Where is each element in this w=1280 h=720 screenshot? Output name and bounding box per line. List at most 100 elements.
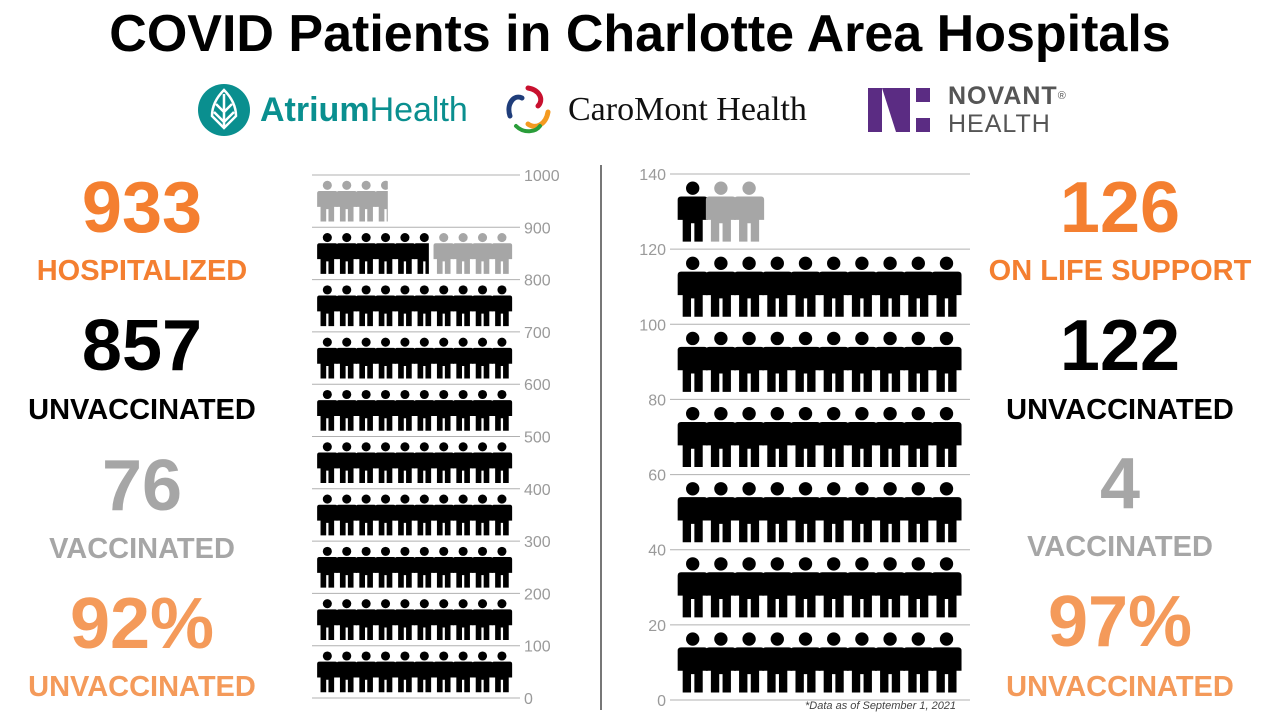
atrium-wordmark-1: Atrium bbox=[260, 90, 370, 129]
right-unvaccinated-percent-label: UNVACCINATED bbox=[1006, 671, 1234, 703]
unvaccinated-person-icon bbox=[375, 546, 396, 588]
unvaccinated-person-icon bbox=[336, 651, 357, 693]
unvaccinated-person-icon bbox=[414, 494, 435, 536]
unvaccinated-person-icon bbox=[790, 406, 821, 468]
unvaccinated-person-icon bbox=[790, 632, 821, 693]
unvaccinated-person-icon bbox=[734, 331, 765, 392]
unvaccinated-person-icon bbox=[452, 494, 474, 536]
unvaccinated-person-icon bbox=[414, 599, 435, 640]
unvaccinated-person-icon bbox=[931, 557, 962, 618]
unvaccinated-person-icon bbox=[875, 557, 906, 618]
right-unvaccinated-label: UNVACCINATED bbox=[1006, 394, 1234, 426]
y-tick-label: 100 bbox=[524, 639, 551, 656]
y-tick-label: 200 bbox=[524, 586, 551, 603]
unvaccinated-person-icon bbox=[355, 233, 377, 274]
y-tick-label: 80 bbox=[648, 392, 666, 409]
unvaccinated-person-icon bbox=[875, 482, 906, 543]
unvaccinated-person-icon bbox=[433, 337, 454, 379]
unvaccinated-person-icon bbox=[677, 557, 708, 618]
unvaccinated-person-icon bbox=[677, 406, 708, 468]
page-title: COVID Patients in Charlotte Area Hospita… bbox=[109, 5, 1171, 63]
hospitalized-pictograph: 0 100 200 300 400 500 600 700 800 900 1000 bbox=[312, 168, 560, 708]
vaccinated-person-icon bbox=[375, 180, 388, 222]
unvaccinated-person-icon bbox=[790, 256, 821, 317]
unvaccinated-person-icon bbox=[790, 482, 821, 543]
y-tick-label: 0 bbox=[524, 691, 533, 708]
unvaccinated-person-icon bbox=[931, 331, 962, 392]
unvaccinated-person-icon bbox=[394, 442, 416, 484]
unvaccinated-person-icon bbox=[317, 494, 338, 536]
novant-n-icon bbox=[868, 88, 930, 132]
unvaccinated-person-icon bbox=[846, 557, 877, 618]
unvaccinated-person-icon bbox=[491, 494, 513, 536]
unvaccinated-person-icon bbox=[433, 546, 454, 588]
unvaccinated-person-icon bbox=[846, 256, 877, 317]
unvaccinated-person-icon bbox=[818, 632, 849, 693]
unvaccinated-person-icon bbox=[818, 406, 849, 468]
caromont-wordmark: CaroMont Health bbox=[568, 91, 807, 128]
y-tick-label: 400 bbox=[524, 482, 551, 499]
hospitalized-value: 933 bbox=[81, 168, 203, 248]
unvaccinated-person-icon bbox=[317, 599, 338, 640]
unvaccinated-person-icon bbox=[846, 632, 877, 693]
unvaccinated-person-icon bbox=[317, 233, 338, 274]
unvaccinated-person-icon bbox=[762, 406, 793, 468]
caromont-health-logo: CaroMont Health bbox=[500, 80, 807, 140]
unvaccinated-person-icon bbox=[472, 546, 493, 588]
unvaccinated-person-icon bbox=[375, 651, 396, 693]
unvaccinated-person-icon bbox=[433, 285, 454, 327]
registered-mark: ® bbox=[1057, 89, 1066, 102]
unvaccinated-person-icon bbox=[472, 442, 493, 484]
vaccinated-person-icon bbox=[734, 181, 765, 242]
unvaccinated-person-icon bbox=[394, 651, 416, 693]
unvaccinated-person-icon bbox=[336, 546, 357, 588]
unvaccinated-person-icon bbox=[317, 442, 338, 484]
unvaccinated-person-icon bbox=[452, 442, 474, 484]
vaccinated-person-icon bbox=[472, 233, 493, 274]
unvaccinated-person-icon bbox=[394, 546, 416, 588]
unvaccinated-person-icon bbox=[375, 494, 396, 536]
unvaccinated-person-icon bbox=[875, 256, 906, 317]
vaccinated-person-icon bbox=[452, 233, 474, 274]
unvaccinated-person-icon bbox=[903, 256, 934, 317]
y-tick-label: 600 bbox=[524, 377, 551, 394]
unvaccinated-person-icon bbox=[875, 632, 906, 693]
y-tick-label: 700 bbox=[524, 325, 551, 342]
unvaccinated-person-icon bbox=[452, 285, 474, 327]
caromont-swirl-icon bbox=[506, 85, 551, 134]
vaccinated-person-icon bbox=[317, 180, 338, 222]
unvaccinated-person-icon bbox=[433, 442, 454, 484]
left-unvaccinated-percent: 92% bbox=[69, 584, 215, 664]
novant-health-logo: NOVANT® HEALTH bbox=[866, 80, 1066, 140]
right-vaccinated-label: VACCINATED bbox=[1027, 531, 1213, 563]
unvaccinated-person-icon bbox=[472, 337, 493, 379]
life-support-label: ON LIFE SUPPORT bbox=[988, 255, 1252, 287]
right-unvaccinated-percent: 97% bbox=[1047, 582, 1193, 662]
partner-logos: AtriumHealth CaroMont Health NOVANT® HEA… bbox=[0, 80, 1280, 140]
right-unvaccinated-value: 122 bbox=[1059, 306, 1181, 386]
unvaccinated-person-icon bbox=[491, 389, 513, 431]
unvaccinated-person-icon bbox=[317, 651, 338, 693]
unvaccinated-person-icon bbox=[414, 389, 435, 431]
unvaccinated-person-icon bbox=[355, 546, 377, 588]
unvaccinated-person-icon bbox=[472, 599, 493, 640]
unvaccinated-person-icon bbox=[846, 406, 877, 468]
unvaccinated-person-icon bbox=[931, 256, 962, 317]
unvaccinated-person-icon bbox=[336, 389, 357, 431]
unvaccinated-person-icon bbox=[762, 557, 793, 618]
unvaccinated-person-icon bbox=[734, 406, 765, 468]
unvaccinated-person-icon bbox=[452, 599, 474, 640]
unvaccinated-person-icon bbox=[452, 546, 474, 588]
y-tick-label: 300 bbox=[524, 534, 551, 551]
left-unvaccinated-percent-label: UNVACCINATED bbox=[28, 671, 256, 703]
novant-wordmark-1: NOVANT bbox=[948, 81, 1058, 110]
unvaccinated-person-icon bbox=[705, 256, 736, 317]
unvaccinated-person-icon bbox=[452, 337, 474, 379]
unvaccinated-person-icon bbox=[355, 337, 377, 379]
unvaccinated-person-icon bbox=[414, 546, 435, 588]
unvaccinated-person-icon bbox=[705, 406, 736, 468]
unvaccinated-person-icon bbox=[317, 285, 338, 327]
center-divider bbox=[600, 165, 602, 710]
unvaccinated-person-icon bbox=[903, 406, 934, 468]
unvaccinated-person-icon bbox=[931, 482, 962, 543]
